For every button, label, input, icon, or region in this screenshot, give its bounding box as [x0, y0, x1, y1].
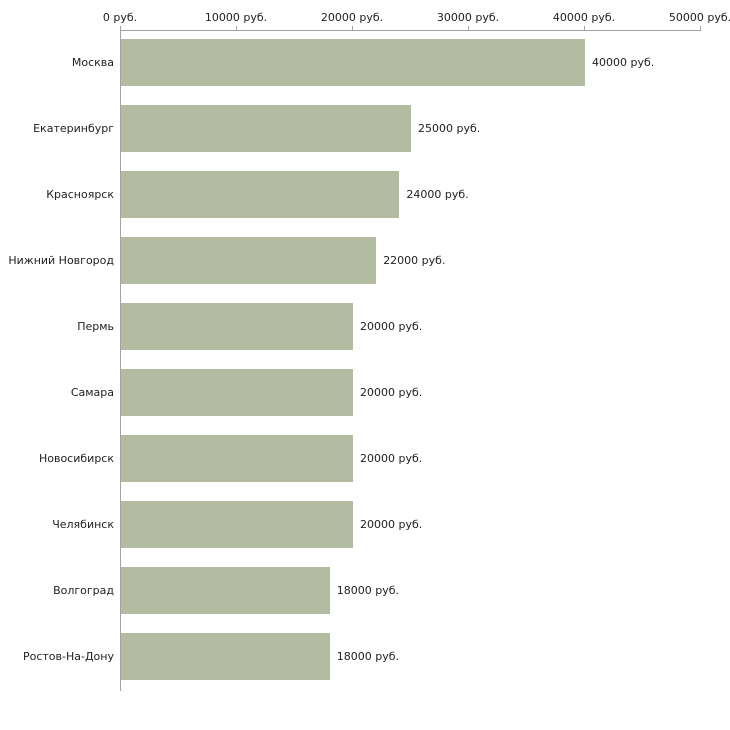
bar — [121, 567, 330, 614]
value-label: 24000 руб. — [406, 187, 469, 201]
bar — [121, 501, 353, 548]
x-tick-label: 10000 руб. — [204, 11, 268, 24]
x-axis-tick — [352, 26, 353, 30]
x-axis-tick — [584, 26, 585, 30]
category-label: Екатеринбург — [33, 121, 114, 135]
x-axis-line — [120, 30, 701, 31]
x-axis-tick — [236, 26, 237, 30]
category-label: Пермь — [77, 319, 114, 333]
bar — [121, 435, 353, 482]
bar — [121, 171, 400, 218]
value-label: 25000 руб. — [418, 121, 481, 135]
y-axis-line — [120, 30, 121, 691]
category-label: Волгоград — [53, 583, 114, 597]
x-tick-label: 0 руб. — [102, 11, 138, 24]
category-label: Москва — [71, 55, 114, 69]
x-tick-label: 40000 руб. — [552, 11, 616, 24]
bar — [121, 369, 353, 416]
value-label: 20000 руб. — [360, 517, 423, 531]
category-label: Нижний Новгород — [8, 253, 114, 267]
x-tick-label: 20000 руб. — [320, 11, 384, 24]
bar — [121, 633, 330, 680]
x-axis-tick — [120, 26, 121, 30]
category-label: Красноярск — [46, 187, 114, 201]
bar — [121, 105, 411, 152]
bar — [121, 39, 585, 86]
value-label: 20000 руб. — [360, 385, 423, 399]
category-label: Челябинск — [52, 517, 114, 531]
value-label: 20000 руб. — [360, 319, 423, 333]
value-label: 40000 руб. — [592, 55, 655, 69]
bar — [121, 237, 377, 284]
x-tick-label: 50000 руб. — [668, 11, 730, 24]
value-label: 18000 руб. — [336, 583, 400, 597]
x-axis-tick — [700, 26, 701, 30]
value-label: 20000 руб. — [360, 451, 423, 465]
x-axis-tick — [468, 26, 469, 30]
value-label: 22000 руб. — [383, 253, 446, 267]
category-label: Новосибирск — [38, 451, 114, 465]
value-label: 18000 руб. — [336, 649, 400, 663]
category-label: Самара — [70, 385, 114, 399]
category-label: Ростов-На-Дону — [22, 649, 114, 663]
bar — [121, 303, 353, 350]
x-tick-label: 30000 руб. — [436, 11, 500, 24]
